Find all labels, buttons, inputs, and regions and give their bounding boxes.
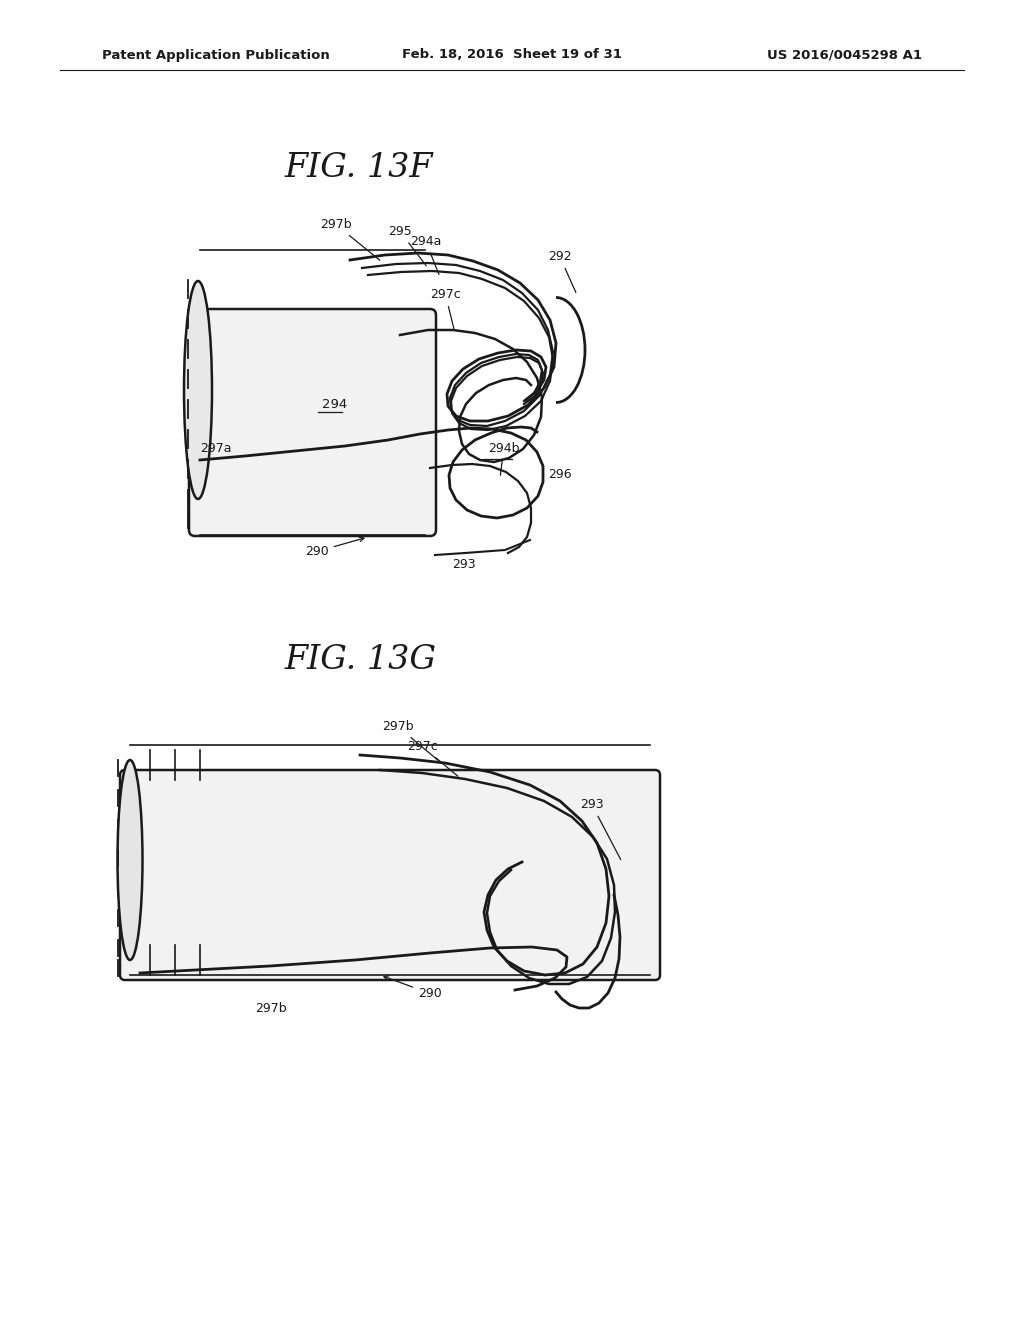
FancyBboxPatch shape (120, 770, 660, 979)
Text: US 2016/0045298 A1: US 2016/0045298 A1 (767, 49, 922, 62)
Ellipse shape (118, 760, 142, 960)
Text: 297c: 297c (407, 741, 458, 776)
Text: 293: 293 (452, 558, 475, 572)
Text: 297b: 297b (382, 719, 438, 760)
Text: 295: 295 (388, 224, 426, 265)
Text: 297c: 297c (430, 288, 461, 330)
Text: 290: 290 (305, 537, 364, 558)
Text: 296: 296 (548, 469, 571, 482)
FancyBboxPatch shape (189, 309, 436, 536)
Text: 297b: 297b (255, 1002, 287, 1015)
Text: 290: 290 (384, 975, 441, 1001)
Text: 297a: 297a (200, 441, 231, 454)
Text: Feb. 18, 2016  Sheet 19 of 31: Feb. 18, 2016 Sheet 19 of 31 (402, 49, 622, 62)
Text: 292: 292 (548, 249, 575, 293)
Text: 293: 293 (580, 799, 621, 859)
Text: 294a: 294a (410, 235, 441, 275)
Text: FIG. 13G: FIG. 13G (285, 644, 437, 676)
Ellipse shape (184, 281, 212, 499)
Text: 294: 294 (322, 399, 347, 412)
Text: Patent Application Publication: Patent Application Publication (102, 49, 330, 62)
Text: 297b: 297b (319, 218, 380, 260)
Text: 294b: 294b (488, 442, 519, 475)
Text: FIG. 13F: FIG. 13F (285, 152, 433, 183)
